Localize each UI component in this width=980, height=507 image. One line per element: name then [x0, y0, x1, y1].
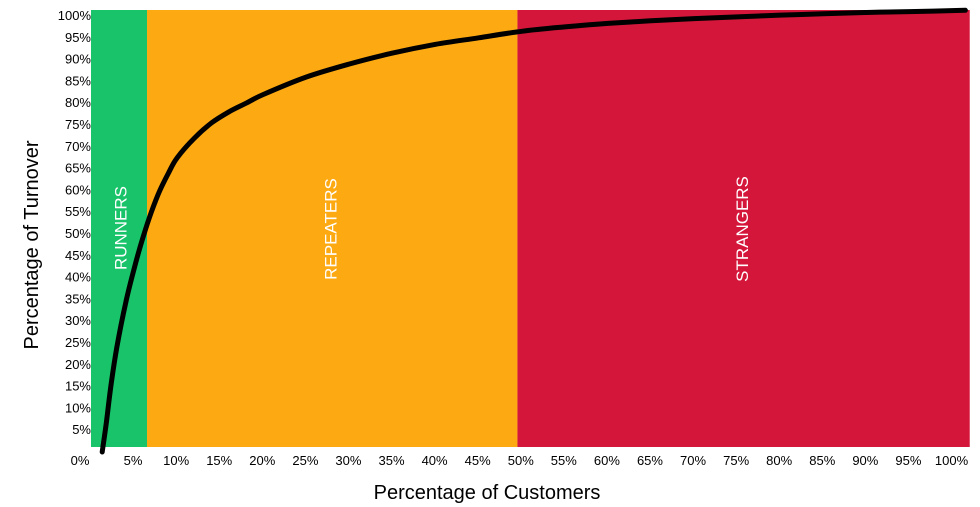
cumulative-curve-line	[99, 7, 968, 455]
y-tick-label: 55%	[65, 204, 91, 219]
x-tick-label: 10%	[163, 453, 189, 468]
x-tick-label: 100%	[935, 453, 969, 468]
region-label-runners: RUNNERS	[111, 186, 130, 270]
y-tick-label: 95%	[65, 30, 91, 45]
x-axis-title: Percentage of Customers	[374, 482, 601, 504]
y-tick-label: 10%	[65, 400, 91, 415]
y-tick-label: 90%	[65, 52, 91, 67]
x-tick-label: 50%	[508, 453, 534, 468]
region-band-strangers	[517, 10, 970, 447]
x-tick-label: 75%	[723, 453, 749, 468]
region-band-runners	[91, 10, 147, 447]
y-tick-label: 30%	[65, 313, 91, 328]
region-band-repeaters	[146, 10, 518, 447]
region-label-repeaters: REPEATERS	[322, 178, 341, 280]
y-tick-label: 70%	[65, 139, 91, 154]
region-label-strangers: STRANGERS	[733, 176, 752, 282]
y-tick-label: 85%	[65, 73, 91, 88]
x-tick-label: 15%	[206, 453, 232, 468]
region-labels: RUNNERS REPEATERS STRANGERS	[111, 176, 752, 282]
y-tick-label: 40%	[65, 270, 91, 285]
x-tick-label: 60%	[594, 453, 620, 468]
y-tick-label: 80%	[65, 95, 91, 110]
x-tick-label: 90%	[852, 453, 878, 468]
x-tick-label: 25%	[292, 453, 318, 468]
y-tick-label: 75%	[65, 117, 91, 132]
y-axis-ticks: 5% 10% 15% 20% 25% 30% 35% 40% 45% 50% 55% 60% 65% 70…	[58, 8, 92, 437]
x-tick-label: 5%	[124, 453, 143, 468]
y-tick-label: 5%	[72, 422, 91, 437]
x-tick-label: 40%	[422, 453, 448, 468]
y-axis-title: Percentage of Turnover	[21, 140, 43, 349]
x-axis-ticks: 0% 5% 10% 15% 20% 25% 30% 35% 40% 45% 50% 55% 60% 65%…	[71, 453, 969, 468]
y-tick-label: 45%	[65, 248, 91, 263]
x-tick-label: 70%	[680, 453, 706, 468]
y-tick-label: 20%	[65, 357, 91, 372]
x-tick-label: 20%	[249, 453, 275, 468]
x-tick-label: 55%	[551, 453, 577, 468]
x-tick-label: 95%	[895, 453, 921, 468]
x-tick-label: 85%	[809, 453, 835, 468]
y-tick-label: 60%	[65, 182, 91, 197]
region-bands	[91, 10, 970, 447]
x-tick-label: 30%	[335, 453, 361, 468]
x-tick-label: 65%	[637, 453, 663, 468]
y-tick-label: 15%	[65, 379, 91, 394]
y-tick-label: 35%	[65, 291, 91, 306]
y-tick-label: 100%	[58, 8, 92, 23]
x-tick-label: 80%	[766, 453, 792, 468]
y-tick-label: 50%	[65, 226, 91, 241]
x-tick-label: 35%	[379, 453, 405, 468]
x-tick-label: 45%	[465, 453, 491, 468]
y-tick-label: 25%	[65, 335, 91, 350]
y-tick-label: 65%	[65, 161, 91, 176]
curve-layer	[99, 7, 968, 455]
x-tick-label: 0%	[71, 453, 90, 468]
